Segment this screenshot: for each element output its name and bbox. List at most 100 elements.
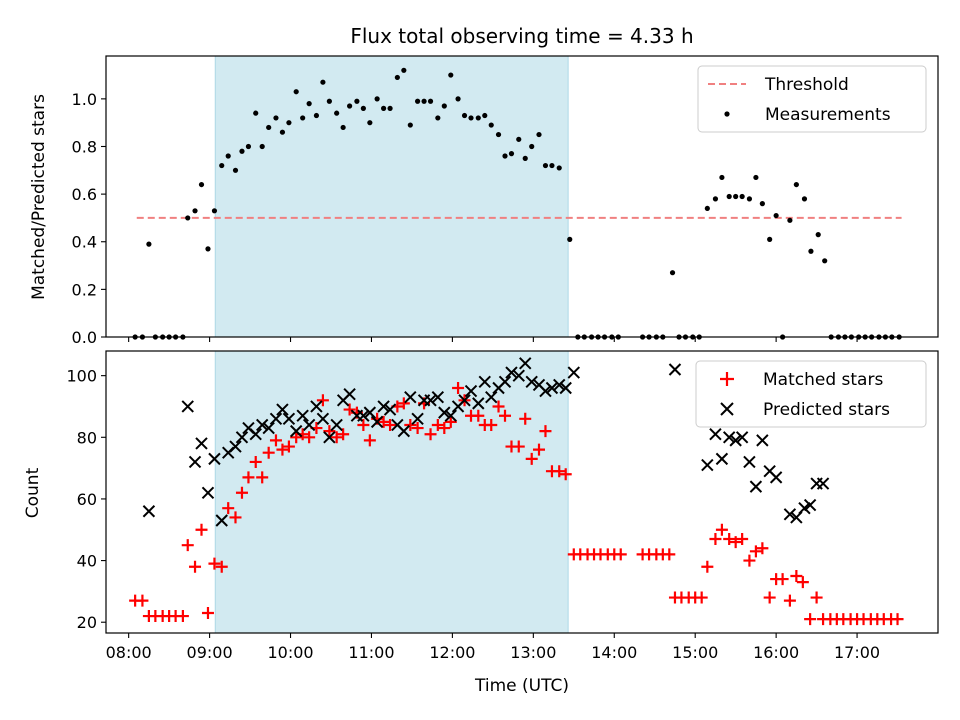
matched-star-point: [337, 428, 350, 441]
top-shaded-interval: [214, 55, 569, 338]
shaded-interval: [214, 55, 569, 338]
predicted-star-point: [567, 366, 581, 379]
predicted-star-point: [519, 357, 532, 370]
measurement-point: [461, 112, 468, 119]
measurement-point: [347, 103, 353, 109]
measurement-point: [374, 96, 380, 102]
predicted-star-point: [181, 400, 194, 413]
measurement-point: [354, 98, 360, 104]
matched-star-point: [723, 533, 736, 545]
measurement-point: [421, 98, 427, 104]
legend-measurements-swatch: [724, 111, 730, 117]
measurement-point: [326, 98, 332, 104]
matched-star-point: [181, 539, 194, 552]
matched-star-point: [709, 533, 722, 545]
measurement-point: [394, 74, 400, 81]
y-tick-label: 0.2: [72, 280, 97, 299]
matched-star-point: [743, 554, 756, 567]
bottom-legend-box: [695, 360, 927, 428]
measurement-point: [286, 120, 292, 126]
measurement-point: [468, 115, 474, 121]
bottom-y-axis-label: Count: [23, 467, 43, 518]
predicted-star-point: [512, 369, 525, 382]
predicted-star-point: [769, 471, 783, 484]
matched-star-point: [215, 560, 228, 573]
predicted-star-point: [498, 375, 512, 389]
measurement-point: [306, 101, 312, 107]
x-tick-label: 10:00: [267, 643, 313, 662]
measurement-point: [815, 232, 821, 238]
matched-star-point: [195, 523, 208, 536]
measurement-point: [192, 208, 198, 214]
matched-star-point: [208, 557, 221, 570]
predicted-star-point: [215, 514, 228, 527]
measurement-point: [279, 129, 286, 135]
predicted-star-point: [249, 428, 262, 441]
matched-star-point: [242, 471, 255, 484]
measurement-point: [719, 174, 725, 181]
measurement-point: [441, 103, 447, 109]
matched-star-point: [357, 418, 370, 431]
measurement-point: [455, 96, 461, 102]
x-tick-label: 13:00: [510, 643, 556, 662]
predicted-star-point: [310, 400, 323, 413]
predicted-star-point: [424, 394, 437, 407]
measurement-point: [239, 148, 245, 154]
y-tick-label: 0.0: [72, 328, 97, 347]
y-tick-label: 0.4: [72, 233, 97, 252]
predicted-star-point: [505, 366, 518, 379]
measurement-point: [146, 241, 152, 247]
matched-star-point: [763, 591, 776, 604]
predicted-star-point: [269, 412, 283, 426]
measurement-point: [427, 98, 434, 104]
legend-predicted-label: Predicted stars: [763, 400, 890, 420]
x-tick-label: 12:00: [429, 643, 475, 662]
bottom-shaded-interval: [214, 350, 569, 634]
matched-star-point: [343, 403, 356, 416]
measurement-point: [253, 110, 259, 116]
matched-star-point: [485, 418, 498, 431]
predicted-star-point: [444, 409, 457, 422]
y-tick-label: 20: [77, 613, 97, 632]
measurement-point: [739, 193, 745, 200]
matched-star-point: [176, 610, 189, 623]
matched-star-point: [323, 425, 336, 438]
measurement-point: [205, 246, 211, 252]
legend-matched-swatch: [720, 372, 734, 386]
measurement-point: [340, 124, 346, 131]
matched-star-point: [729, 536, 742, 549]
measurement-point: [219, 162, 225, 169]
matched-star-point: [796, 576, 809, 589]
bottom-x-axis: 08:00 09:00 10:00 11:00 12:00 13:00 14:00 15:00…: [106, 633, 880, 662]
predicted-star-point: [330, 418, 343, 432]
matched-star-point: [404, 418, 417, 431]
top-panel: 0.0 0.2 0.4 0.6 0.8 1.0 Matched/Predicted sta…: [29, 55, 939, 347]
measurement-point: [407, 122, 413, 128]
matched-star-point: [701, 560, 714, 573]
matched-star-point: [438, 422, 451, 435]
legend-threshold-label: Threshold: [764, 75, 849, 95]
matched-star-point: [377, 415, 390, 428]
measurement-point: [259, 143, 265, 150]
predicted-star-point: [545, 381, 559, 395]
predicted-star-point: [235, 431, 249, 444]
measurement-point: [536, 131, 542, 138]
top-legend-box: [697, 65, 927, 133]
matched-star-point: [783, 594, 796, 607]
measurement-point: [381, 105, 387, 111]
shaded-interval: [214, 350, 569, 634]
matched-star-point: [256, 471, 269, 484]
matched-star-point: [316, 394, 329, 407]
predicted-star-point: [458, 394, 471, 407]
measurement-point: [801, 196, 808, 202]
x-tick-label: 16:00: [753, 643, 799, 662]
matched-star-point: [330, 431, 343, 444]
predicted-star-point: [404, 391, 417, 404]
predicted-star-point: [478, 375, 491, 389]
measurement-point: [435, 115, 441, 121]
predicted-star-point: [343, 387, 356, 401]
measurement-point: [516, 136, 522, 142]
matched-star-point: [222, 502, 235, 515]
predicted-star-point: [722, 431, 736, 444]
matched-star-point: [512, 440, 525, 453]
